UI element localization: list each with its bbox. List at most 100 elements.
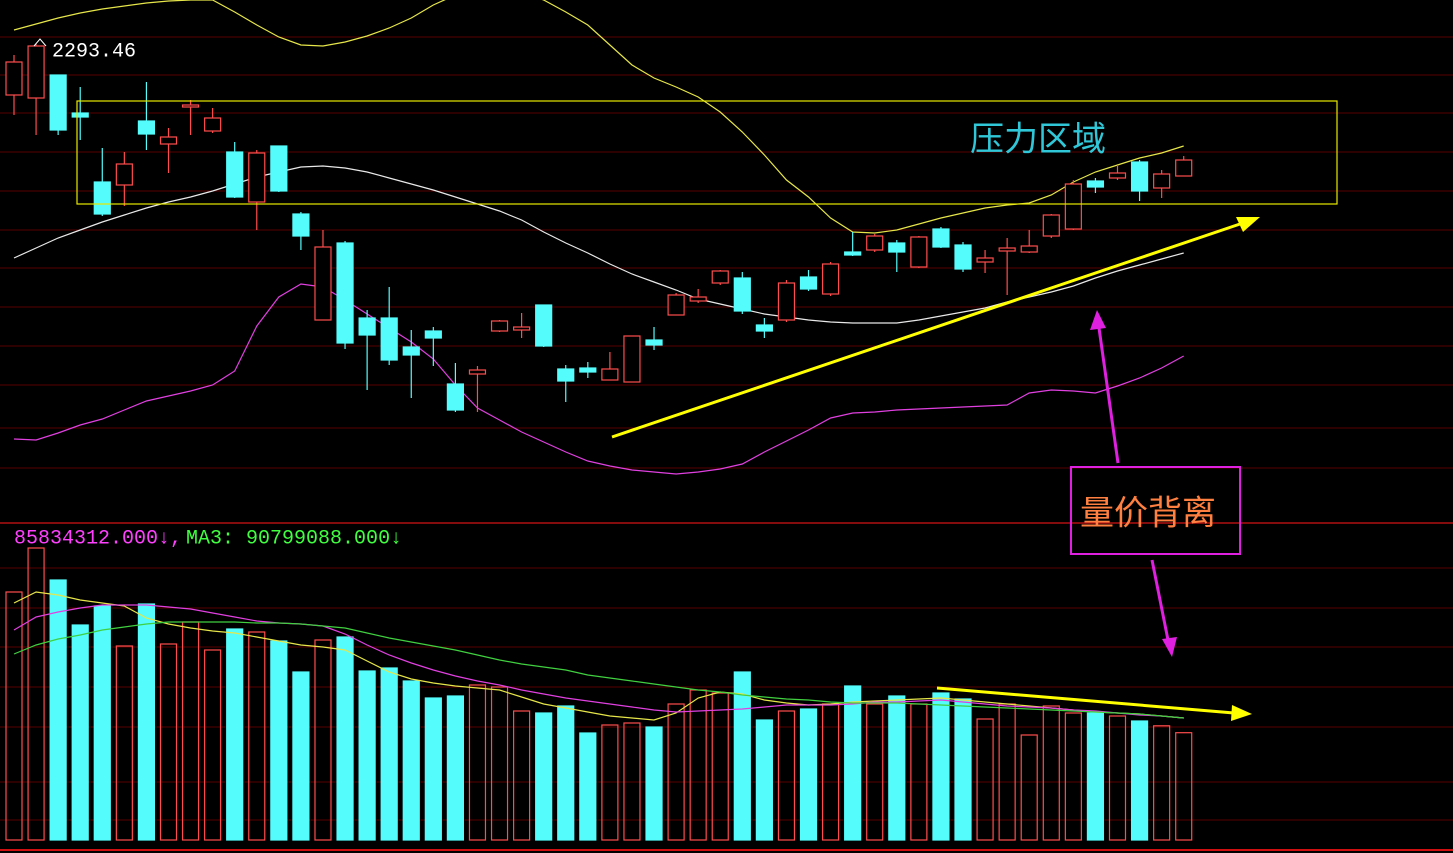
candle-body [1175,159,1193,177]
candle-body [402,346,420,356]
peak-marker [33,38,47,47]
candle-body [755,324,773,332]
volume-bar [623,722,641,841]
candle-body [1042,214,1060,237]
volume-bar [1153,725,1171,841]
candle-body [292,213,310,237]
candle-body [93,181,111,215]
candle-body [5,61,23,96]
volume-bar [159,643,178,841]
pressure-zone-box [76,100,1338,205]
volume-bar [71,624,89,841]
volume-bar [1130,720,1149,841]
annotations: 压力区域 量价背离 2293.46 [33,38,1338,721]
volume-bar [888,695,906,841]
arrow-head [1236,217,1260,232]
candle-body [998,247,1016,252]
candle-body [137,120,156,135]
arrow-head [1231,705,1252,721]
candle-body [579,367,597,373]
candle-body [314,246,332,321]
candle-body [799,276,818,290]
arrow-head [1090,310,1106,330]
volume-bar [799,708,818,841]
candle-body [954,244,972,270]
candle-body [181,104,200,108]
candle-body [270,145,288,192]
volume-trend-arrow [936,686,1235,715]
candle-body [115,163,133,186]
candle-body [667,294,685,316]
volume-bar [424,697,442,841]
volume-bar [844,685,862,841]
candle-body [645,339,663,346]
candle-body [468,369,487,375]
volume-label: MA3: 90799088.000↓ [186,527,402,550]
volume-bar [667,703,685,841]
candle-body [1130,161,1149,192]
volume-bar [513,710,531,841]
indicator-line [13,0,1184,234]
volume-bar [226,628,244,841]
candle-body [204,117,222,132]
price-trend-arrow [611,222,1241,439]
indicator-line [13,283,1184,475]
volume-bar [248,631,266,841]
candle-body [932,228,950,248]
volume-bar [932,692,950,841]
volume-bar [468,684,487,841]
candle-body [380,317,398,361]
volume-bar [27,547,45,841]
volume-bar [777,710,796,841]
volume-bar [270,640,288,841]
candle-body [623,335,641,383]
indicator-line [13,165,1184,324]
volume-bar [292,671,310,841]
candle-body [777,282,796,321]
candle-body [711,270,729,284]
candle-body [866,235,884,251]
candle-body [888,242,906,253]
volume-bar [976,718,994,841]
grid [0,36,1453,851]
candle-body [689,296,707,302]
volume-bar [579,732,597,841]
candle-body [71,112,89,118]
arrow-head [1162,637,1177,657]
peak-label: 2293.46 [52,40,136,63]
volume-panel [5,547,1193,841]
volume-bar [1086,712,1105,841]
volume-bar [49,579,67,841]
candle-body [821,263,840,295]
volume-bar [1042,705,1060,841]
candle-body [513,326,531,331]
volume-bar [204,649,222,841]
volume-bar [1175,732,1193,841]
divergence-arrow-up [1097,327,1120,464]
candle-body [1153,173,1171,189]
candle-body [49,74,67,131]
volume-bar [645,726,663,841]
volume-bar [535,712,553,841]
candle-body [1086,180,1105,188]
volume-bar [402,680,420,841]
candle-body [446,383,464,411]
candle-body [490,320,509,332]
divergence-label: 量价背离 [1080,494,1216,534]
candle-body [1064,183,1082,230]
candle-body [535,304,553,347]
indicator-line [13,604,1184,719]
volume-bar [1108,715,1127,841]
candle-body [159,136,178,145]
volume-bar [137,603,156,841]
pressure-zone-label: 压力区域 [970,120,1106,160]
volume-bar [1020,734,1038,841]
candle-body [601,368,619,381]
candle-body [976,257,994,263]
divergence-box [1070,466,1241,555]
volume-bar [557,705,575,841]
indicator-line [13,591,1184,721]
volume-bar [336,636,354,841]
